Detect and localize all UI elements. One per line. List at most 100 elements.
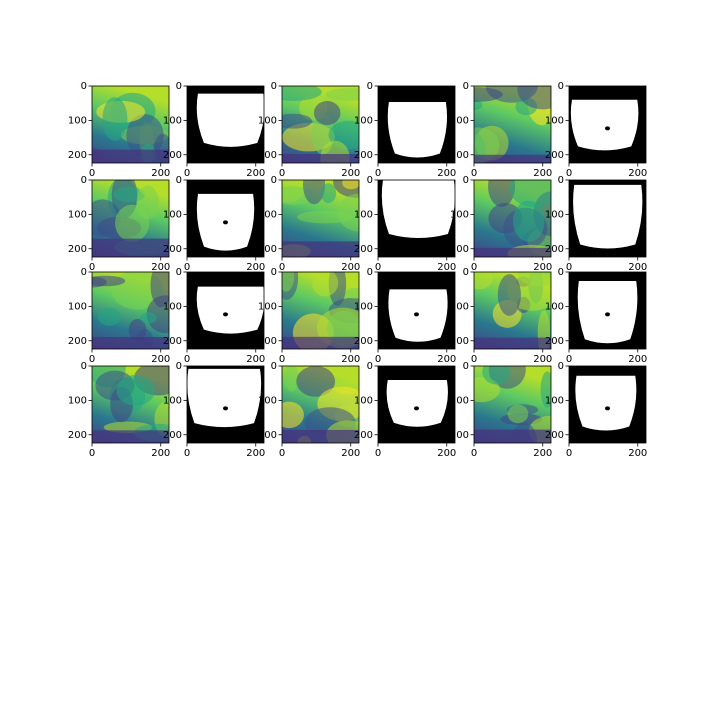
x-tick-label: 0 xyxy=(471,262,477,273)
x-tick-label: 200 xyxy=(628,448,647,459)
y-tick-label: 200 xyxy=(354,430,373,441)
y-tick-label: 0 xyxy=(558,81,564,92)
panel-image xyxy=(92,272,169,349)
image-shadow xyxy=(92,337,169,349)
panel-image xyxy=(474,86,551,163)
x-tick-label: 0 xyxy=(566,262,572,273)
y-tick-label: 200 xyxy=(545,336,564,347)
image-region xyxy=(284,366,299,392)
image-region xyxy=(136,185,159,220)
y-tick-label: 0 xyxy=(367,361,373,372)
x-tick-label: 0 xyxy=(279,354,285,365)
x-tick-label: 0 xyxy=(471,448,477,459)
x-tick-label: 200 xyxy=(628,168,647,179)
image-region xyxy=(474,100,483,111)
panel-frame xyxy=(281,85,360,164)
panel-image xyxy=(282,86,359,163)
panel-frame xyxy=(91,271,170,350)
x-tick-label: 200 xyxy=(533,448,552,459)
panel-image xyxy=(474,180,551,257)
image-shadow xyxy=(474,337,551,349)
y-tick-label: 100 xyxy=(68,395,87,406)
y-tick-label: 0 xyxy=(558,267,564,278)
panel-frame xyxy=(377,85,456,164)
panel-image xyxy=(569,272,646,349)
image-region xyxy=(474,272,493,290)
x-tick-label: 200 xyxy=(151,354,170,365)
x-tick-label: 200 xyxy=(246,354,265,365)
image-region xyxy=(97,307,121,326)
x-tick-label: 200 xyxy=(437,354,456,365)
image-region xyxy=(282,113,313,129)
y-tick-label: 100 xyxy=(354,209,373,220)
image-shadow xyxy=(92,238,169,257)
x-tick-label: 200 xyxy=(341,168,360,179)
panel-frame xyxy=(377,365,456,444)
image-region xyxy=(507,404,529,424)
y-tick-label: 100 xyxy=(68,115,87,126)
image-shadow xyxy=(282,336,359,349)
y-tick-label: 100 xyxy=(545,209,564,220)
mask-hole xyxy=(414,406,419,411)
image-region xyxy=(102,97,128,141)
x-tick-label: 0 xyxy=(471,168,477,179)
x-tick-label: 0 xyxy=(471,354,477,365)
mask-region xyxy=(387,102,448,158)
image-region xyxy=(482,366,511,385)
y-tick-label: 0 xyxy=(176,267,182,278)
x-tick-label: 200 xyxy=(246,448,265,459)
panel-image xyxy=(92,180,169,257)
y-tick-label: 200 xyxy=(163,150,182,161)
x-tick-label: 200 xyxy=(533,168,552,179)
x-tick-label: 0 xyxy=(566,354,572,365)
y-tick-label: 200 xyxy=(258,244,277,255)
y-tick-label: 200 xyxy=(68,244,87,255)
panel-frame xyxy=(568,365,647,444)
panel-frame xyxy=(568,85,647,164)
image-region xyxy=(320,183,337,204)
x-tick-label: 0 xyxy=(184,262,190,273)
x-tick-label: 0 xyxy=(184,448,190,459)
x-tick-label: 0 xyxy=(279,168,285,179)
y-tick-label: 200 xyxy=(258,150,277,161)
panel-frame xyxy=(568,179,647,258)
y-tick-label: 0 xyxy=(463,175,469,186)
image-shadow xyxy=(282,241,359,257)
y-tick-label: 200 xyxy=(163,430,182,441)
x-tick-label: 0 xyxy=(375,448,381,459)
y-tick-label: 100 xyxy=(68,209,87,220)
y-tick-label: 100 xyxy=(545,395,564,406)
y-tick-label: 100 xyxy=(258,115,277,126)
y-tick-label: 200 xyxy=(545,430,564,441)
y-tick-label: 0 xyxy=(81,267,87,278)
image-region xyxy=(296,366,336,397)
x-tick-label: 200 xyxy=(628,354,647,365)
panel-frame xyxy=(473,271,552,350)
x-tick-label: 200 xyxy=(151,168,170,179)
image-region xyxy=(313,100,341,126)
panel-frame xyxy=(281,365,360,444)
x-tick-label: 0 xyxy=(566,448,572,459)
image-region xyxy=(116,375,155,406)
panel-frame xyxy=(568,271,647,350)
x-tick-label: 200 xyxy=(246,262,265,273)
mask-region xyxy=(381,180,455,238)
image-region xyxy=(146,295,169,334)
panel-image xyxy=(569,180,646,257)
image-region xyxy=(509,180,551,208)
image-region xyxy=(92,275,126,287)
y-tick-label: 100 xyxy=(545,301,564,312)
y-tick-label: 200 xyxy=(258,336,277,347)
image-region xyxy=(540,371,551,408)
